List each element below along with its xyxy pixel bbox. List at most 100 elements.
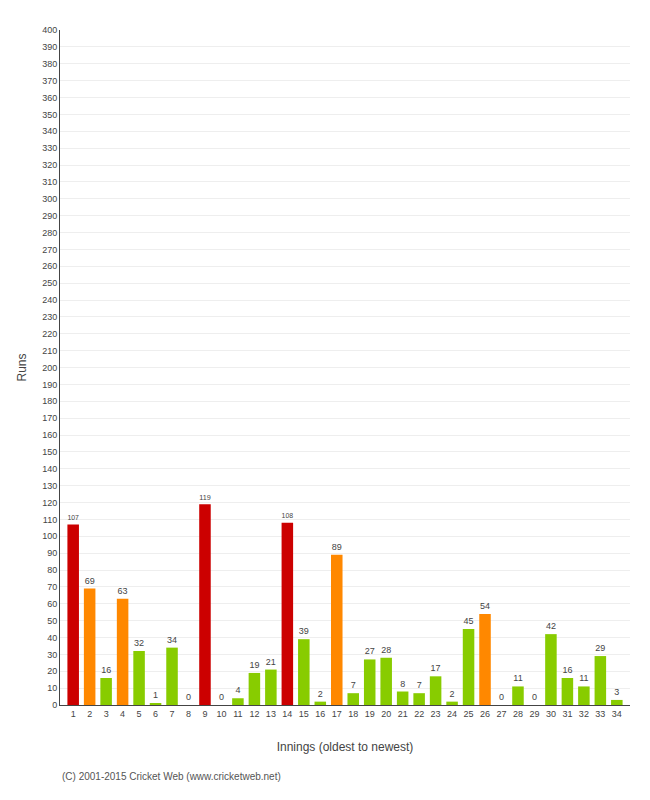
svg-text:21: 21: [398, 709, 408, 719]
svg-text:13: 13: [266, 709, 276, 719]
svg-text:17: 17: [431, 663, 441, 673]
svg-text:280: 280: [42, 228, 57, 238]
svg-text:20: 20: [47, 666, 57, 676]
svg-text:390: 390: [42, 42, 57, 52]
svg-text:120: 120: [42, 498, 57, 508]
svg-text:200: 200: [42, 363, 57, 373]
svg-text:70: 70: [47, 582, 57, 592]
svg-text:240: 240: [42, 295, 57, 305]
svg-text:50: 50: [47, 616, 57, 626]
svg-text:320: 320: [42, 160, 57, 170]
svg-text:Runs: Runs: [15, 353, 29, 381]
svg-text:300: 300: [42, 194, 57, 204]
svg-text:4: 4: [235, 685, 240, 695]
svg-text:12: 12: [249, 709, 259, 719]
svg-text:11: 11: [513, 673, 522, 683]
svg-text:370: 370: [42, 76, 57, 86]
svg-text:34: 34: [612, 709, 622, 719]
svg-text:80: 80: [47, 565, 57, 575]
svg-text:5: 5: [137, 709, 142, 719]
svg-text:60: 60: [47, 599, 57, 609]
svg-text:21: 21: [266, 657, 276, 667]
svg-text:310: 310: [42, 177, 57, 187]
svg-text:15: 15: [299, 709, 309, 719]
svg-text:7: 7: [170, 709, 175, 719]
svg-text:89: 89: [332, 542, 342, 552]
svg-text:0: 0: [499, 692, 504, 702]
svg-text:108: 108: [282, 512, 294, 519]
svg-text:16: 16: [562, 665, 572, 675]
svg-text:380: 380: [42, 59, 57, 69]
svg-text:4: 4: [120, 709, 125, 719]
svg-text:14: 14: [282, 709, 292, 719]
svg-text:0: 0: [52, 700, 57, 710]
svg-text:8: 8: [400, 679, 405, 689]
svg-text:1: 1: [71, 709, 76, 719]
svg-text:29: 29: [529, 709, 539, 719]
svg-text:2: 2: [318, 689, 323, 699]
svg-text:90: 90: [47, 548, 57, 558]
svg-text:16: 16: [101, 665, 111, 675]
svg-text:130: 130: [42, 481, 57, 491]
svg-text:9: 9: [202, 709, 207, 719]
svg-text:170: 170: [42, 413, 57, 423]
svg-text:18: 18: [348, 709, 358, 719]
svg-text:330: 330: [42, 143, 57, 153]
svg-text:360: 360: [42, 93, 57, 103]
svg-text:34: 34: [167, 635, 177, 645]
svg-text:27: 27: [496, 709, 506, 719]
svg-text:11: 11: [579, 673, 588, 683]
svg-text:400: 400: [42, 25, 57, 35]
svg-text:22: 22: [414, 709, 424, 719]
svg-text:150: 150: [42, 447, 57, 457]
svg-text:32: 32: [134, 638, 144, 648]
svg-text:8: 8: [186, 709, 191, 719]
svg-text:110: 110: [43, 515, 57, 525]
svg-text:340: 340: [42, 126, 57, 136]
svg-text:32: 32: [579, 709, 589, 719]
svg-text:39: 39: [299, 626, 309, 636]
svg-text:3: 3: [614, 687, 619, 697]
svg-text:0: 0: [186, 692, 191, 702]
svg-text:28: 28: [513, 709, 523, 719]
svg-text:25: 25: [464, 709, 474, 719]
svg-text:69: 69: [85, 576, 95, 586]
svg-text:11: 11: [233, 709, 242, 719]
svg-text:24: 24: [447, 709, 457, 719]
svg-text:40: 40: [47, 633, 57, 643]
svg-text:220: 220: [42, 329, 57, 339]
svg-text:190: 190: [42, 380, 57, 390]
svg-text:Innings (oldest to newest): Innings (oldest to newest): [277, 740, 414, 754]
svg-text:20: 20: [381, 709, 391, 719]
svg-text:26: 26: [480, 709, 490, 719]
svg-text:1: 1: [153, 690, 158, 700]
svg-text:180: 180: [42, 396, 57, 406]
svg-text:27: 27: [365, 646, 375, 656]
svg-text:33: 33: [595, 709, 605, 719]
svg-text:260: 260: [42, 261, 57, 271]
svg-text:54: 54: [480, 601, 490, 611]
svg-text:250: 250: [42, 278, 57, 288]
svg-text:(C) 2001-2015 Cricket Web (www: (C) 2001-2015 Cricket Web (www.cricketwe…: [62, 771, 281, 782]
svg-text:0: 0: [219, 692, 224, 702]
svg-text:100: 100: [42, 531, 57, 541]
svg-text:42: 42: [546, 621, 556, 631]
svg-text:6: 6: [153, 709, 158, 719]
svg-text:270: 270: [42, 245, 57, 255]
svg-text:29: 29: [595, 643, 605, 653]
svg-text:350: 350: [42, 110, 57, 120]
svg-text:10: 10: [216, 709, 226, 719]
svg-text:0: 0: [532, 692, 537, 702]
svg-text:2: 2: [87, 709, 92, 719]
svg-text:19: 19: [249, 660, 259, 670]
svg-text:16: 16: [315, 709, 325, 719]
svg-text:119: 119: [199, 493, 211, 502]
svg-text:30: 30: [47, 650, 57, 660]
svg-text:140: 140: [42, 464, 57, 474]
svg-text:17: 17: [332, 709, 342, 719]
svg-text:10: 10: [47, 683, 57, 693]
svg-text:210: 210: [42, 346, 57, 356]
svg-text:7: 7: [351, 680, 356, 690]
svg-text:7: 7: [417, 680, 422, 690]
svg-text:19: 19: [365, 709, 375, 719]
